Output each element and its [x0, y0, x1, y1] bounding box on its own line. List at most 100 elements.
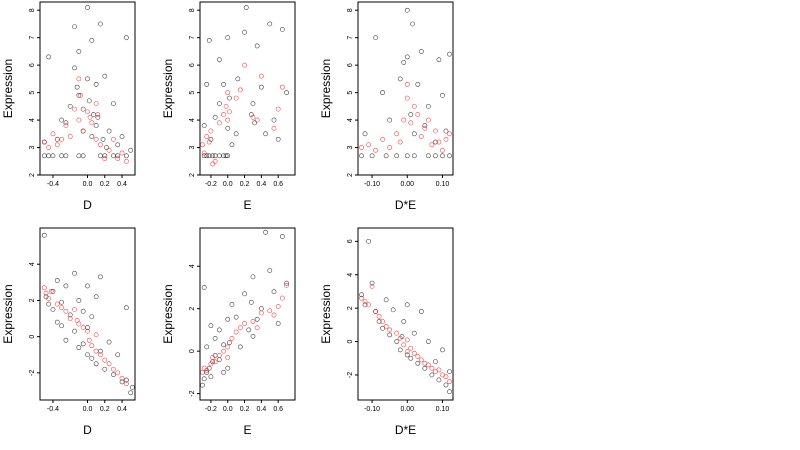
data-point: [362, 302, 368, 308]
data-point: [411, 330, 417, 336]
data-point: [119, 150, 125, 156]
data-point: [212, 359, 218, 365]
data-point: [80, 128, 86, 134]
data-point: [258, 310, 264, 316]
data-point: [394, 339, 400, 344]
data-point: [359, 292, 364, 298]
x-axis-title: D*E: [395, 423, 416, 437]
scatter-panel-4: -0.4 0.0 0.2 0.4 -2 0 2 4 D Expression: [1, 227, 136, 437]
data-point: [394, 330, 400, 336]
data-point: [443, 374, 449, 380]
data-point: [397, 139, 403, 145]
data-point: [404, 7, 410, 13]
data-point: [98, 274, 103, 280]
data-point: [216, 120, 222, 126]
data-point: [229, 336, 235, 341]
data-point: [243, 5, 249, 10]
data-point: [216, 353, 222, 358]
plot-frame: [199, 1, 296, 176]
data-point: [123, 153, 129, 159]
y-tick-label: -2: [29, 370, 36, 376]
data-point: [250, 319, 256, 324]
data-point: [447, 131, 452, 137]
y-tick-label: 4: [189, 264, 196, 268]
data-point: [106, 147, 112, 153]
data-point: [387, 332, 393, 338]
data-point: [267, 21, 273, 27]
data-point: [225, 355, 231, 360]
data-point: [225, 117, 231, 123]
data-point: [397, 335, 403, 341]
data-point: [447, 389, 452, 395]
x-tick-label: 0.00: [400, 181, 414, 188]
data-point: [111, 372, 116, 378]
data-point: [111, 101, 116, 107]
data-point: [41, 232, 47, 238]
y-tick-label: 4: [347, 273, 354, 277]
data-point: [284, 90, 289, 96]
data-point: [98, 21, 103, 27]
data-point: [362, 299, 368, 304]
data-point: [415, 81, 421, 87]
x-tick-label: -0.4: [47, 406, 59, 413]
data-point: [447, 153, 452, 159]
data-point: [254, 117, 260, 123]
data-point: [418, 357, 424, 363]
data-point: [115, 352, 121, 358]
series-group: [359, 81, 452, 153]
data-point: [67, 312, 73, 318]
y-tick-label: 5: [29, 91, 36, 95]
data-point: [216, 57, 222, 63]
x-tick-label: 0.6: [273, 181, 283, 188]
data-point: [78, 92, 83, 98]
data-point: [425, 362, 431, 368]
data-point: [46, 296, 52, 302]
data-point: [271, 125, 277, 131]
data-point: [98, 352, 103, 358]
data-point: [250, 101, 256, 107]
data-point: [72, 307, 77, 312]
data-point: [225, 125, 231, 131]
data-point: [380, 319, 386, 324]
data-point: [93, 136, 99, 142]
data-point: [225, 35, 231, 41]
data-point: [235, 76, 241, 82]
data-point: [54, 319, 60, 325]
data-point: [404, 337, 410, 343]
data-point: [422, 365, 428, 371]
data-point: [366, 142, 371, 148]
series-group: [41, 285, 129, 387]
data-point: [48, 288, 54, 294]
data-point: [50, 131, 56, 137]
data-point: [76, 49, 82, 54]
data-point: [408, 112, 414, 117]
y-tick-label: 8: [189, 8, 196, 12]
data-point: [440, 92, 445, 98]
data-point: [63, 337, 69, 343]
data-point: [404, 54, 410, 60]
data-point: [418, 309, 424, 314]
data-point: [433, 359, 438, 364]
data-point: [221, 369, 226, 375]
data-point: [271, 289, 277, 295]
data-point: [221, 112, 226, 117]
data-point: [284, 282, 289, 288]
data-point: [415, 360, 421, 366]
data-point: [46, 153, 52, 159]
data-point: [50, 153, 56, 159]
data-point: [111, 136, 116, 142]
data-point: [436, 367, 442, 373]
data-point: [119, 134, 125, 139]
data-point: [85, 5, 90, 10]
data-point: [43, 290, 49, 296]
data-point: [208, 323, 214, 329]
data-point: [204, 344, 210, 350]
data-point: [212, 114, 218, 120]
data-point: [87, 114, 93, 120]
data-point: [383, 297, 389, 303]
series-group: [200, 282, 289, 375]
data-point: [212, 336, 218, 341]
data-point: [225, 365, 231, 371]
x-tick-label: -0.10: [364, 406, 380, 413]
data-point: [237, 344, 243, 350]
